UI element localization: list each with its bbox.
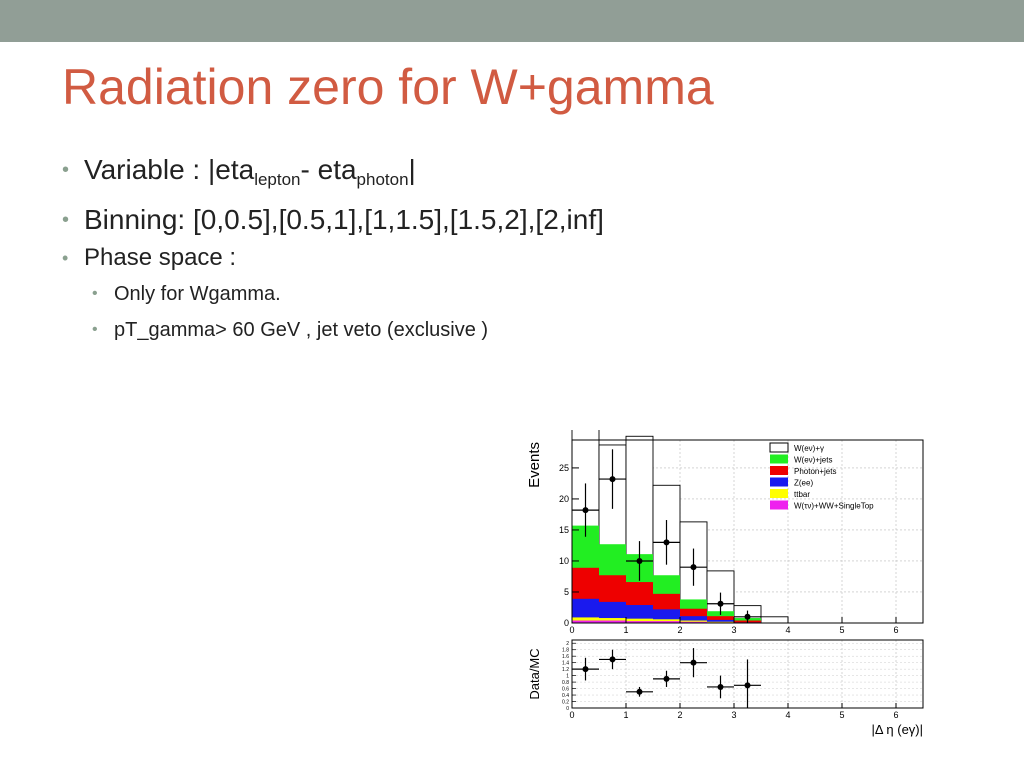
lower-x-tick-label: 5 — [839, 710, 844, 720]
legend-swatch — [770, 500, 788, 510]
upper-x-tick-label: 4 — [785, 625, 790, 635]
legend-swatch — [770, 466, 788, 475]
hist-bar — [653, 621, 680, 623]
legend-swatch — [769, 442, 789, 453]
hist-bar — [680, 621, 707, 623]
lower-y-tick-label: 1.4 — [562, 661, 569, 667]
upper-x-tick-label: 0 — [569, 625, 574, 635]
upper-y-tick-label: 25 — [559, 463, 569, 473]
data-point — [663, 539, 670, 546]
upper-x-tick-label: 6 — [893, 625, 898, 635]
variable-suffix: | — [408, 154, 416, 185]
legend-label: W(eν)+jets — [794, 456, 832, 465]
data-point — [717, 600, 724, 607]
bullet-only-for: • Only for Wgamma. — [62, 276, 604, 312]
lower-y-tick-label: 0.2 — [562, 700, 569, 706]
bullet-dot-icon: • — [62, 159, 70, 181]
legend-label: W(eν)+γ — [794, 444, 824, 453]
bullet-dot-icon: • — [62, 248, 69, 268]
data-point — [609, 476, 616, 483]
legend-label: Z(ee) — [794, 479, 813, 488]
phase-space-text: Phase space : — [84, 244, 237, 271]
bullet-variable: • Variable : |etalepton- etaphoton| — [62, 150, 604, 200]
cuts-text: pT_gamma> 60 GeV , jet veto (exclusive ) — [114, 319, 489, 341]
data-point — [582, 507, 589, 514]
legend-swatch — [770, 454, 788, 464]
legend-label: ttbar — [794, 490, 810, 499]
lower-frame — [571, 639, 924, 709]
bullet-dot-icon: • — [62, 209, 70, 231]
hist-bar — [707, 616, 734, 623]
upper-frame — [571, 439, 924, 624]
hist-bar — [599, 620, 626, 623]
legend-label: W(τν)+WW+SingleTop — [794, 502, 874, 511]
data-point — [636, 557, 643, 564]
upper-x-tick-label: 3 — [731, 625, 736, 635]
binning-text: Binning: [0,0.5],[0.5,1],[1,1.5],[1.5,2]… — [84, 204, 604, 235]
ratio-point — [636, 688, 643, 695]
hist-bar — [626, 621, 653, 623]
slide-title: Radiation zero for W+gamma — [62, 59, 714, 115]
only-for-text: Only for Wgamma. — [114, 283, 281, 305]
bullet-cuts: • pT_gamma> 60 GeV , jet veto (exclusive… — [62, 312, 604, 348]
legend-swatch — [770, 477, 788, 487]
lower-x-tick-label: 3 — [731, 710, 736, 720]
ratio-point — [717, 683, 724, 690]
lower-y-tick-label: 0.6 — [562, 687, 569, 693]
lower-y-axis-label: Data/MC — [527, 648, 542, 699]
lower-x-tick-label: 1 — [623, 710, 628, 720]
upper-x-tick-label: 1 — [623, 625, 628, 635]
lower-y-tick-label: 0.8 — [562, 680, 569, 686]
hist-bar — [680, 616, 707, 623]
hist-bar — [626, 618, 653, 623]
lower-y-tick-label: 1.2 — [562, 667, 569, 673]
ratio-point — [663, 675, 670, 682]
upper-y-tick-label: 20 — [559, 494, 569, 504]
legend-label: Photon+jets — [794, 467, 836, 476]
upper-x-tick-label: 2 — [677, 625, 682, 635]
hist-bar — [760, 616, 789, 624]
bullet-dot-icon: • — [92, 285, 98, 302]
ratio-point — [582, 666, 589, 673]
lower-y-tick-label: 1.8 — [562, 648, 569, 654]
lower-y-tick-label: 1 — [566, 674, 569, 680]
bullet-phase-space: • Phase space : — [62, 240, 604, 276]
lower-x-tick-label: 0 — [569, 710, 574, 720]
hist-bar — [572, 617, 599, 623]
lower-x-tick-label: 4 — [785, 710, 790, 720]
ratio-point — [744, 682, 751, 689]
upper-y-tick-label: 0 — [564, 618, 569, 628]
lower-y-tick-label: 2 — [566, 641, 569, 647]
ratio-point — [690, 659, 697, 666]
top-bar — [0, 0, 1024, 42]
ratio-point — [609, 656, 616, 663]
lower-x-tick-label: 6 — [893, 710, 898, 720]
upper-y-tick-label: 5 — [564, 587, 569, 597]
legend-swatch — [770, 489, 788, 498]
variable-mid: - eta — [300, 154, 357, 185]
upper-y-tick-label: 15 — [559, 525, 569, 535]
variable-sub-photon: photon — [356, 170, 409, 189]
hist-bar — [626, 605, 653, 623]
bullet-list: • Variable : |etalepton- etaphoton| • Bi… — [62, 150, 604, 348]
variable-prefix: Variable : |eta — [84, 154, 255, 185]
variable-sub-lepton: lepton — [254, 170, 301, 189]
data-point — [744, 613, 751, 620]
bullet-dot-icon: • — [92, 321, 98, 338]
hist-bar — [572, 620, 599, 623]
hist-bar — [707, 619, 734, 623]
lower-y-tick-label: 1.6 — [562, 654, 569, 660]
upper-y-tick-label: 10 — [559, 556, 569, 566]
hist-bar — [599, 601, 626, 623]
lower-y-tick-label: 0 — [566, 706, 569, 712]
lower-x-axis-label: |Δ η (eγ)| — [871, 722, 923, 737]
upper-x-tick-label: 5 — [839, 625, 844, 635]
bullet-binning: • Binning: [0,0.5],[0.5,1],[1,1.5],[1.5,… — [62, 200, 604, 240]
upper-y-axis-label: Events — [526, 442, 543, 488]
lower-x-tick-label: 2 — [677, 710, 682, 720]
data-point — [690, 564, 697, 571]
hist-bar — [707, 621, 734, 623]
lower-y-tick-label: 0.4 — [562, 693, 569, 699]
